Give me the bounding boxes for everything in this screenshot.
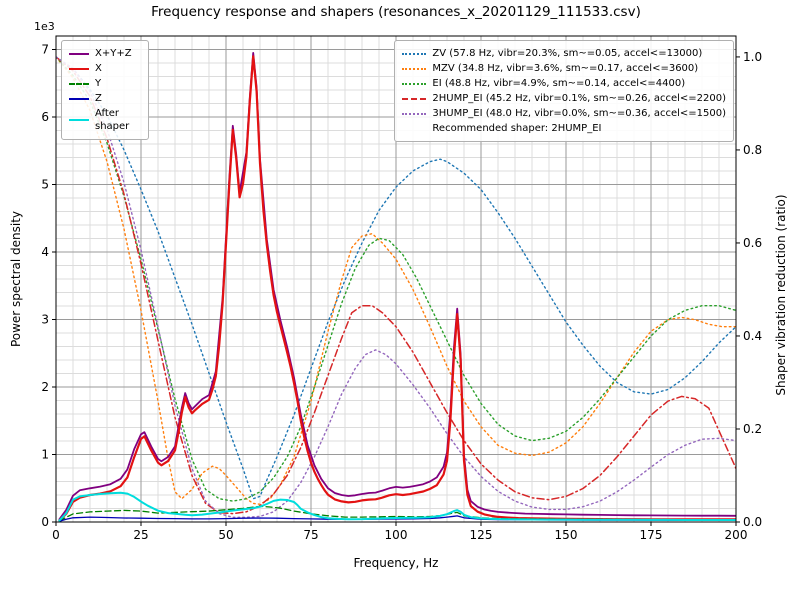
y-right-tick-label: 0.0 [743, 515, 762, 529]
y-right-tick-label: 0.6 [743, 236, 762, 250]
legend-line-sample [69, 97, 89, 100]
y-left-tick-label: 2 [41, 380, 49, 394]
y-axis-label-left: Power spectral density [9, 210, 23, 348]
legend-line-sample [69, 67, 89, 70]
x-tick-label: 75 [303, 528, 318, 542]
curve-x [58, 55, 736, 522]
y-left-tick-label: 3 [41, 313, 49, 327]
x-tick-label: 200 [725, 528, 748, 542]
y-left-tick-label: 5 [41, 178, 49, 192]
curve-y [58, 505, 736, 522]
y-left-tick-label: 6 [41, 110, 49, 124]
legend-line-sample [402, 82, 427, 85]
curve-sum [58, 52, 736, 521]
legend-item-label: MZV (34.8 Hz, vibr=3.6%, sm~=0.17, accel… [432, 63, 699, 74]
legend-line-sample [69, 119, 89, 121]
legend-item: Z [69, 92, 141, 105]
y-left-tick-label: 0 [41, 515, 49, 529]
y-left-tick-label: 7 [41, 43, 49, 57]
legend-item-label: ZV (57.8 Hz, vibr=20.3%, sm~=0.05, accel… [432, 48, 703, 59]
legend-item: After shaper [69, 107, 141, 133]
y-right-tick-label: 0.4 [743, 329, 762, 343]
legend-item-label: After shaper [95, 108, 130, 132]
curve-after_shaper [58, 491, 736, 522]
legend-line-sample [69, 82, 89, 85]
legend-line-sample [402, 97, 427, 100]
y-right-tick-label: 0.2 [743, 422, 762, 436]
legend-item-label: 2HUMP_EI (45.2 Hz, vibr=0.1%, sm~=0.26, … [432, 93, 726, 104]
legend-item: 2HUMP_EI (45.2 Hz, vibr=0.1%, sm~=0.26, … [402, 92, 726, 105]
x-tick-label: 150 [555, 528, 578, 542]
x-tick-label: 50 [218, 528, 233, 542]
legend-item: EI (48.8 Hz, vibr=4.9%, sm~=0.14, accel<… [402, 77, 726, 90]
legend-item-label: Z [95, 93, 102, 104]
ticks [52, 49, 740, 526]
tick-labels: 0 25 50 75 100 125 150 175 200 0 1 2 3 4 5 6 7 0.0 0.2 0.4 0… [41, 43, 762, 543]
y-left-tick-label: 1 [41, 448, 49, 462]
legend-item: X [69, 62, 141, 75]
y-left-tick-label: 4 [41, 245, 49, 259]
legend-item-label: Recommended shaper: 2HUMP_EI [432, 123, 602, 134]
legend-item-label: X [95, 63, 102, 74]
legend-item: ZV (57.8 Hz, vibr=20.3%, sm~=0.05, accel… [402, 47, 726, 60]
legend-item: Y [69, 77, 141, 90]
legend-item: MZV (34.8 Hz, vibr=3.6%, sm~=0.17, accel… [402, 62, 726, 75]
x-tick-label: 125 [470, 528, 493, 542]
y-axis-label-right: Shaper vibration reduction (ratio) [774, 194, 788, 396]
legend-psd: X+Y+Z X Y Z After shaper [61, 40, 149, 140]
x-axis-label: Frequency, Hz [353, 556, 439, 570]
legend-line-sample [402, 67, 427, 70]
psd-curves [58, 52, 736, 522]
shaper-curves [56, 56, 736, 518]
legend-line-sample [402, 112, 427, 115]
curve-2HUMP_EI [56, 56, 736, 515]
legend-item-label: 3HUMP_EI (48.0 Hz, vibr=0.0%, sm~=0.36, … [432, 108, 726, 119]
legend-item: Recommended shaper: 2HUMP_EI [402, 122, 726, 135]
curve-3HUMP_EI [56, 56, 736, 518]
legend-item-label: Y [95, 78, 102, 89]
y-axis-offset-label: 1e3 [34, 20, 55, 33]
x-tick-label: 0 [52, 528, 60, 542]
x-tick-label: 175 [640, 528, 663, 542]
curve-ZV [56, 56, 736, 500]
legend-item: 3HUMP_EI (48.0 Hz, vibr=0.0%, sm~=0.36, … [402, 107, 726, 120]
legend-line-sample [69, 52, 89, 55]
legend-item: X+Y+Z [69, 47, 141, 60]
x-tick-label: 100 [385, 528, 408, 542]
y-right-tick-label: 0.8 [743, 143, 762, 157]
y-right-tick-label: 1.0 [743, 50, 762, 64]
chart-title: Frequency response and shapers (resonanc… [151, 4, 641, 20]
x-tick-label: 25 [133, 528, 148, 542]
curve-MZV [56, 56, 736, 505]
legend-line-sample [402, 52, 427, 55]
legend-item-label: X+Y+Z [95, 48, 132, 59]
legend-item-label: EI (48.8 Hz, vibr=4.9%, sm~=0.14, accel<… [432, 78, 686, 89]
legend-shapers: ZV (57.8 Hz, vibr=20.3%, sm~=0.05, accel… [394, 40, 734, 142]
